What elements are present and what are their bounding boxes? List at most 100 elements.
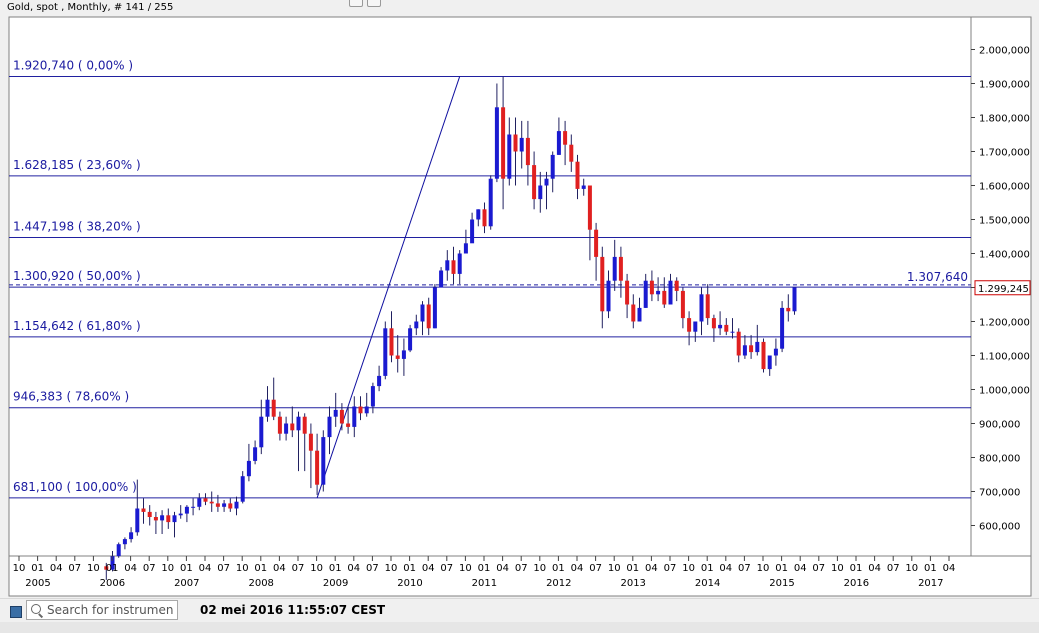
candle — [792, 287, 797, 315]
x-month-label: 04 — [719, 563, 732, 574]
x-month-label: 01 — [329, 563, 342, 574]
x-month-label: 04 — [124, 563, 137, 574]
candle-body — [172, 515, 177, 523]
candle-body — [742, 345, 747, 356]
x-month-label: 10 — [161, 563, 174, 574]
x-month-label: 01 — [924, 563, 937, 574]
x-month-label: 04 — [794, 563, 807, 574]
x-month-label: 07 — [664, 563, 677, 574]
toolbar-button[interactable] — [367, 0, 381, 7]
x-month-label: 04 — [273, 563, 286, 574]
search-input[interactable] — [47, 601, 173, 619]
x-month-label: 04 — [943, 563, 956, 574]
x-month-label: 10 — [385, 563, 398, 574]
x-month-label: 04 — [868, 563, 881, 574]
x-month-label: 07 — [738, 563, 751, 574]
candle — [178, 505, 183, 519]
candle-body — [736, 331, 741, 356]
toolbar-button[interactable] — [349, 0, 363, 7]
candle — [668, 273, 673, 305]
x-month-label: 04 — [496, 563, 509, 574]
timestamp: 02 mei 2016 11:55:07 CEST — [200, 603, 386, 617]
price-markers: 1.299,245 — [974, 280, 1031, 296]
x-month-label: 04 — [347, 563, 360, 574]
candle — [730, 318, 735, 339]
toolbar-buttons[interactable] — [349, 0, 385, 11]
instrument-search[interactable] — [26, 600, 178, 620]
candle — [649, 270, 654, 302]
candle — [271, 377, 276, 421]
candle — [637, 297, 642, 322]
x-month-label: 10 — [757, 563, 770, 574]
x-month-label: 07 — [292, 563, 305, 574]
candle-body — [761, 341, 766, 370]
candle — [395, 335, 400, 373]
x-month-label: 07 — [217, 563, 230, 574]
candle — [680, 287, 685, 329]
candle-body — [519, 137, 524, 152]
x-axis-panel — [8, 555, 1032, 597]
candle-body — [556, 131, 561, 155]
candle — [711, 314, 716, 342]
status-indicator-icon[interactable] — [10, 606, 22, 618]
candle-body — [364, 406, 369, 414]
plot-area[interactable] — [8, 16, 972, 557]
candle — [141, 498, 146, 524]
fib-level-label: 1.447,198 ( 38,20% ) — [13, 219, 141, 233]
candle — [265, 386, 270, 422]
candle — [761, 338, 766, 373]
price-chart[interactable]: 1.920,740 ( 0,00% ) 1.628,185 ( 23,60% ) 1… — [0, 0, 1039, 598]
candle — [718, 311, 723, 336]
candle — [575, 154, 580, 200]
x-month-label: 07 — [440, 563, 453, 574]
window-bottom-edge — [0, 622, 1039, 633]
x-month-label: 07 — [589, 563, 602, 574]
x-month-label: 10 — [831, 563, 844, 574]
candle-body — [612, 256, 617, 281]
candle — [786, 294, 791, 322]
x-axis: 10 01 04 07 10 01 04 07 10 01 04 07 10 01 04 07 10 01 04 07… — [13, 556, 956, 589]
candle — [445, 250, 450, 281]
candle-body — [674, 280, 679, 291]
candle-body — [259, 416, 264, 448]
candle — [203, 493, 208, 506]
candle — [606, 270, 611, 319]
candle-body — [569, 144, 574, 162]
candle-body — [488, 178, 493, 227]
candle — [773, 338, 778, 366]
candle — [253, 440, 258, 465]
candle — [451, 246, 456, 285]
candle — [780, 301, 785, 353]
candle-body — [141, 508, 146, 512]
candle-body — [414, 321, 419, 329]
candle-body — [532, 165, 537, 200]
fib-level-label: 1.154,642 ( 61,80% ) — [13, 319, 141, 333]
candle-body — [246, 460, 251, 477]
candle — [389, 311, 394, 363]
candle-body — [482, 209, 487, 227]
candle — [693, 321, 698, 342]
candle — [439, 267, 444, 288]
status-bar: 02 mei 2016 11:55:07 CEST — [0, 598, 1039, 623]
x-month-label: 04 — [422, 563, 435, 574]
candle-body — [451, 260, 456, 274]
candle-body — [575, 161, 580, 189]
fib-level-label: 1.300,920 ( 50,00% ) — [13, 269, 141, 283]
candle-body — [178, 513, 183, 516]
candle-body — [656, 290, 661, 295]
x-month-label: 04 — [50, 563, 63, 574]
candle — [569, 134, 574, 172]
candle-body — [408, 328, 413, 351]
candle-body — [265, 399, 270, 417]
x-month-label: 01 — [106, 563, 119, 574]
candle — [563, 120, 568, 166]
candle — [377, 365, 382, 392]
x-year-label: 2007 — [174, 578, 199, 589]
candle-body — [470, 219, 475, 244]
candle-body — [687, 318, 692, 332]
candle-body — [724, 324, 729, 332]
candle — [749, 335, 754, 359]
x-month-label: 07 — [812, 563, 825, 574]
x-year-label: 2010 — [397, 578, 422, 589]
x-year-label: 2015 — [769, 578, 794, 589]
